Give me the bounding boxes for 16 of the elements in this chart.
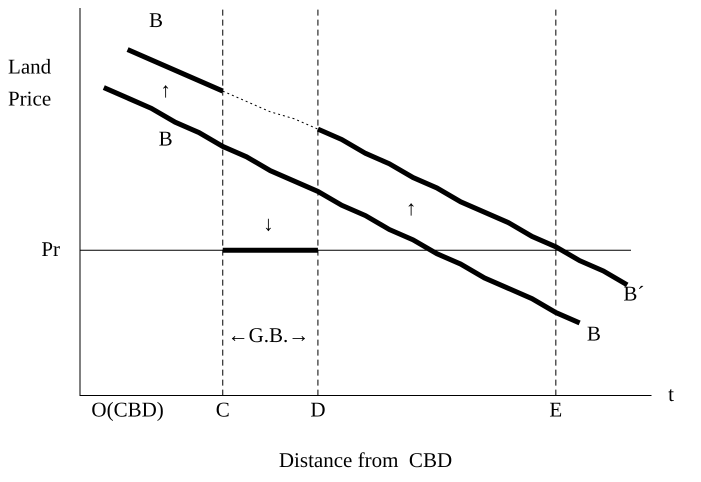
annotation: ←G.B.→ [228, 323, 310, 348]
x-tick-label: E [549, 398, 562, 422]
annotation: ↑ [406, 196, 416, 220]
annotation: ↓ [263, 212, 274, 236]
text: t [668, 382, 674, 406]
x-tick-label: O(CBD) [91, 398, 164, 422]
annotation: B´ [623, 281, 644, 306]
x-tick-label: D [310, 398, 326, 422]
text: B [148, 8, 163, 32]
annotation: ↑ [160, 78, 171, 102]
x-tick-label: C [216, 398, 230, 422]
x-axis-title: Distance from CBD [278, 448, 452, 472]
annotation: B [158, 126, 173, 150]
annotation: B [586, 322, 601, 346]
y-axis-title: Land Price [8, 54, 52, 111]
ref-line-label: Pr [41, 236, 60, 261]
